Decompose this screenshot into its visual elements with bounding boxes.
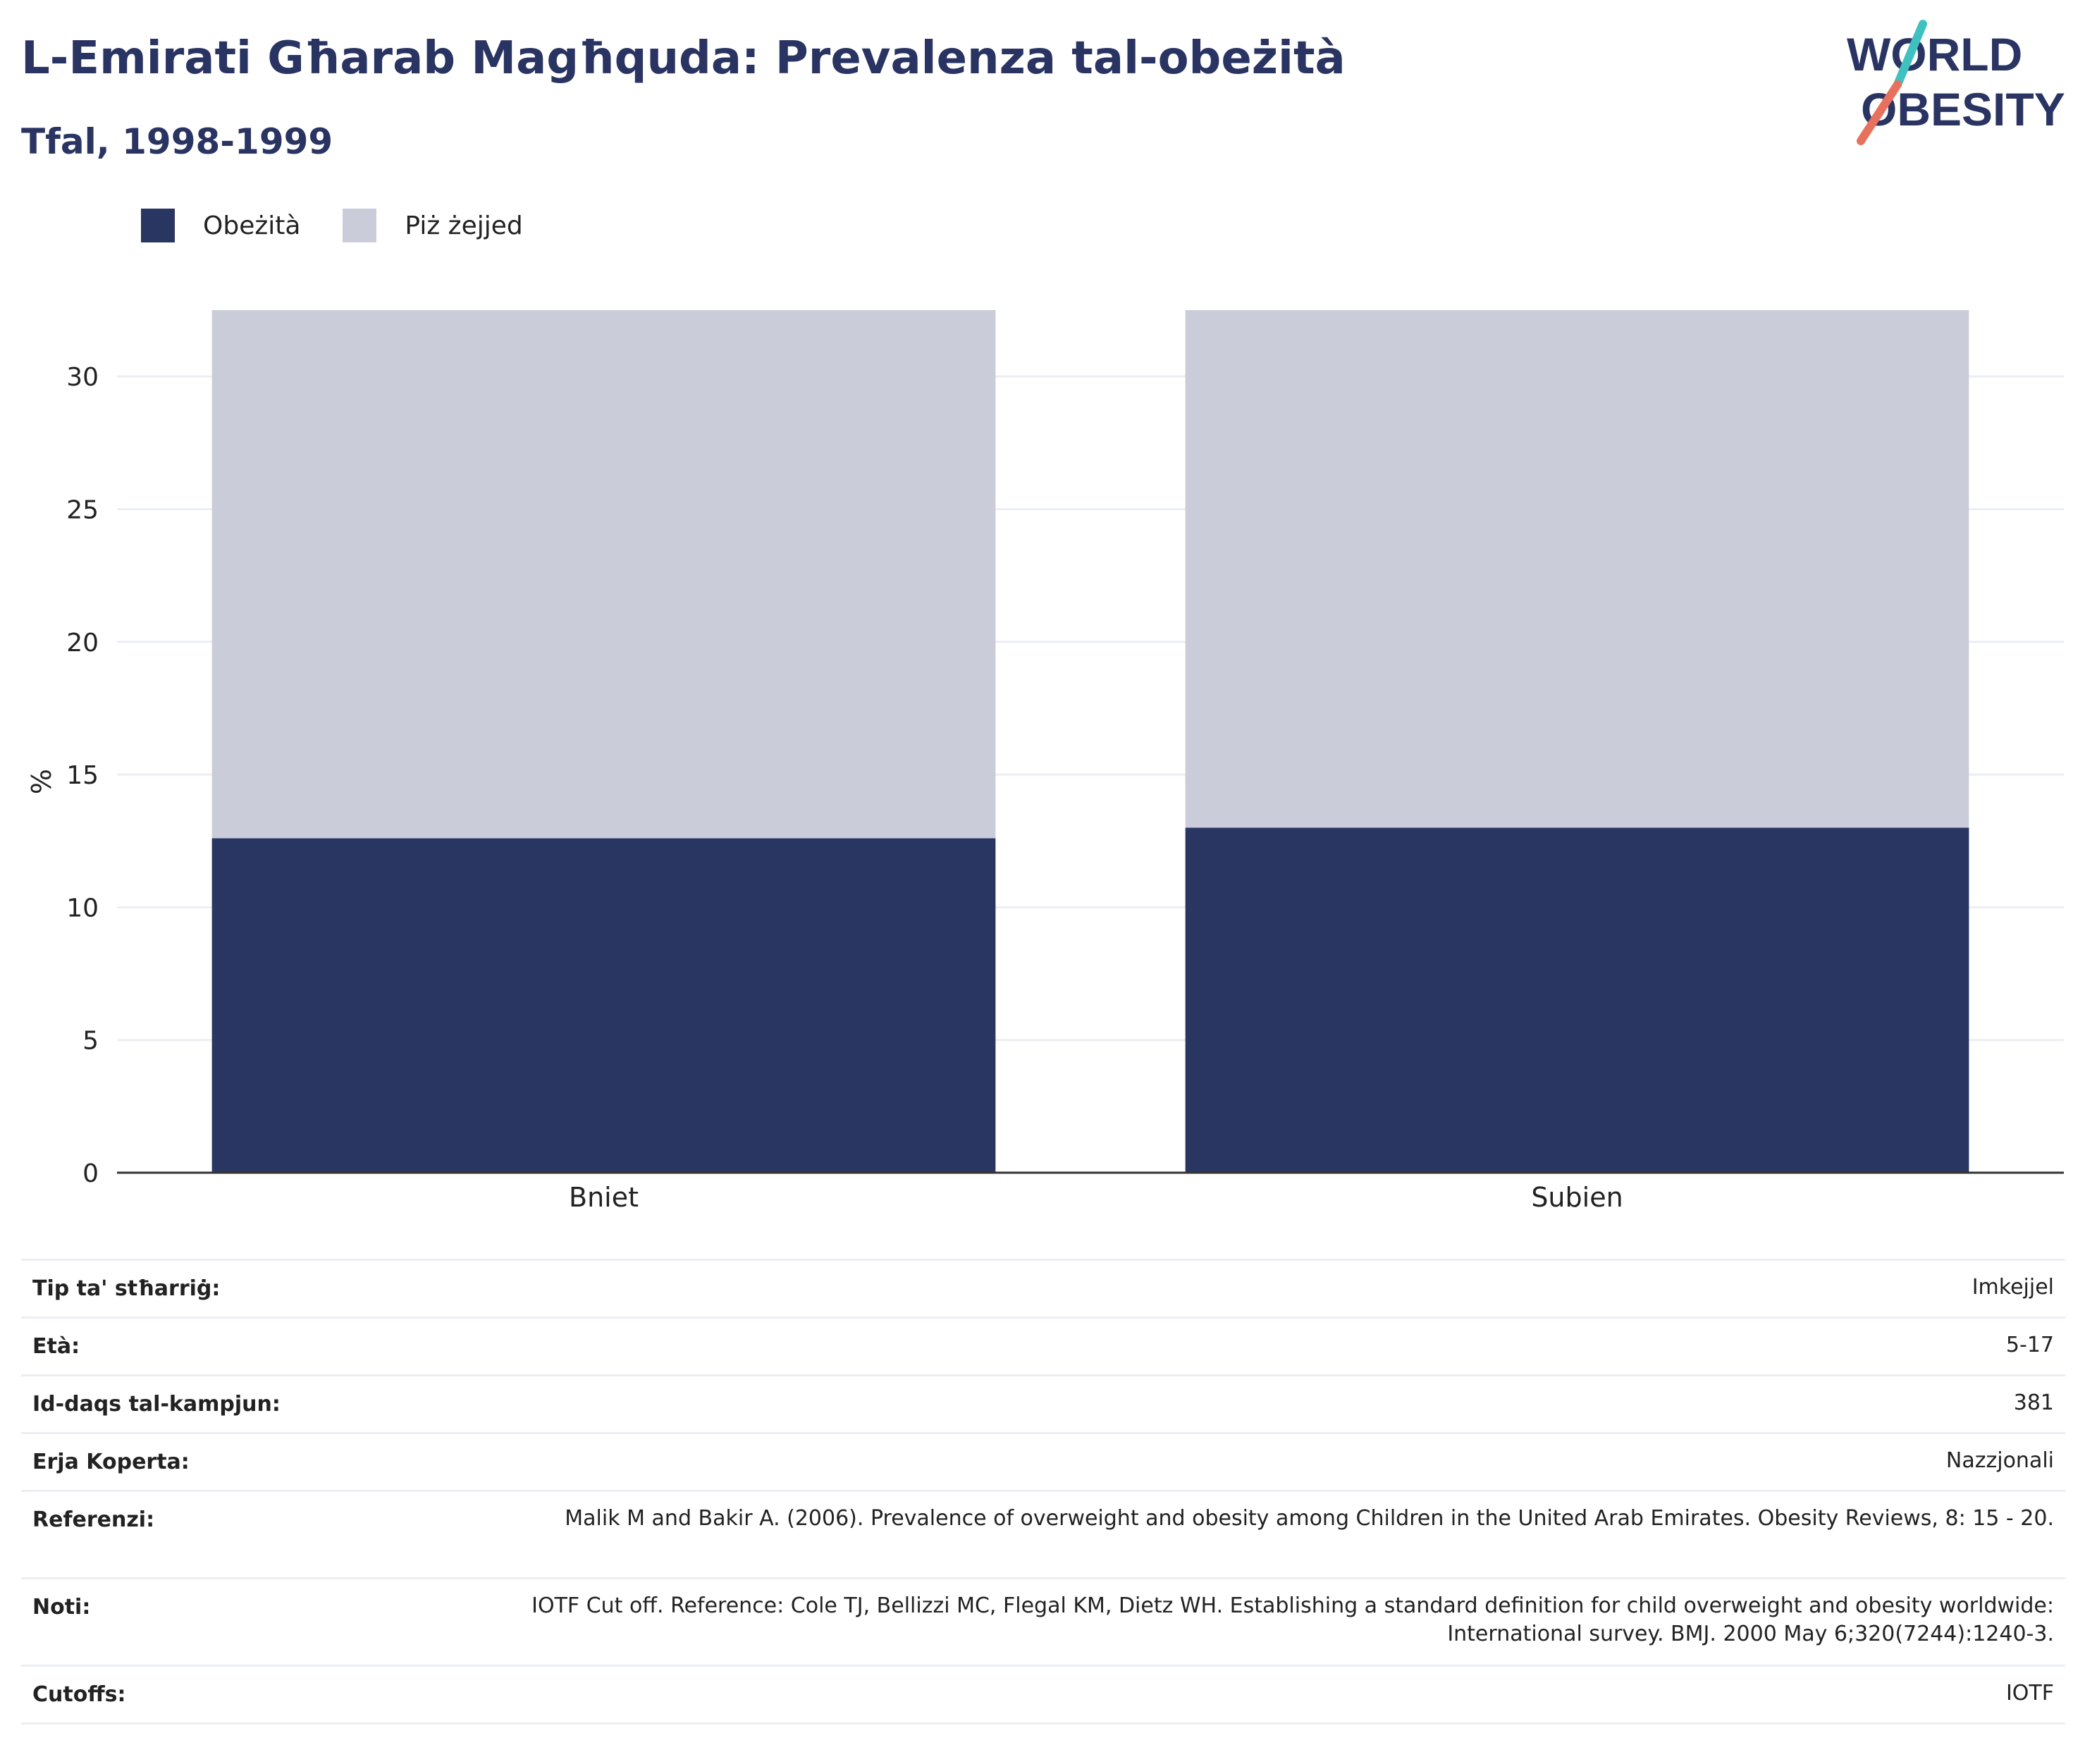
details-row: Tip ta' stħarriġ: Imkejjel (21, 1259, 2065, 1318)
y-tick-label: 5 (82, 1027, 99, 1056)
details-row: Età: 5-17 (21, 1316, 2065, 1376)
details-key: Id-daqs tal-kampjun: (21, 1374, 467, 1433)
details-key: Cutoffs: (21, 1665, 467, 1725)
bar-overweight-1 (1185, 310, 1969, 828)
details-key: Tip ta' stħarriġ: (21, 1259, 467, 1318)
bar-obesity-0 (211, 838, 996, 1173)
y-tick-label: 0 (82, 1159, 99, 1188)
world-obesity-logo: WORLD OBESITY (1847, 20, 2065, 145)
stacked-bar-chart: 0 5 10 15 20 25 30% Bniet Subien (26, 310, 2064, 1213)
details-key: Età: (21, 1316, 467, 1376)
legend-swatch-overweight (343, 209, 377, 242)
details-row: Id-daqs tal-kampjun: 381 (21, 1374, 2065, 1433)
details-value: Imkejjel (467, 1259, 2065, 1318)
y-tick-label: 15 (66, 761, 99, 790)
legend-swatch-obesity (141, 209, 175, 242)
y-axis-label: % (26, 769, 57, 794)
bar-obesity-1 (1185, 827, 1969, 1173)
details-value: 5-17 (467, 1316, 2065, 1376)
logo-slash-coral (1857, 80, 1902, 145)
survey-details-table: Tip ta' stħarriġ: Imkejjel Età: 5-17 Id-daqs… (21, 1259, 2065, 1725)
details-row: Referenzi: Malik M and Bakir A. (2006). P… (21, 1490, 2065, 1579)
details-value: Nazzjonali (467, 1432, 2065, 1491)
details-key: Noti: (21, 1577, 467, 1666)
y-tick-label: 30 (66, 363, 99, 392)
x-tick-label: Bniet (569, 1182, 639, 1213)
logo-slash-teal (1893, 20, 1927, 89)
details-value: IOTF Cut off. Reference: Cole TJ, Belliz… (467, 1577, 2065, 1666)
details-value: 381 (467, 1374, 2065, 1433)
chart-legend: Obeżità Piż żejjed (141, 209, 565, 242)
logo-line1: WORLD (1847, 28, 2022, 80)
legend-item-overweight: Piż żejjed (343, 209, 523, 242)
legend-label-overweight: Piż żejjed (405, 211, 523, 240)
page-subtitle: Tfal, 1998-1999 (21, 121, 333, 162)
details-key: Referenzi: (21, 1490, 467, 1579)
details-value: Malik M and Bakir A. (2006). Prevalence … (467, 1490, 2065, 1579)
details-row: Erja Koperta: Nazzjonali (21, 1432, 2065, 1491)
legend-label-obesity: Obeżità (203, 211, 301, 240)
details-row: Cutoffs: IOTF (21, 1665, 2065, 1725)
y-tick-label: 25 (66, 495, 99, 524)
x-tick-label: Subien (1531, 1182, 1623, 1213)
y-tick-label: 20 (66, 629, 99, 658)
details-row: Noti: IOTF Cut off. Reference: Cole TJ, B… (21, 1577, 2065, 1666)
legend-item-obesity: Obeżità (141, 209, 300, 242)
bar-overweight-0 (211, 310, 996, 839)
y-tick-label: 10 (66, 894, 99, 923)
details-value: IOTF (467, 1665, 2065, 1725)
details-key: Erja Koperta: (21, 1432, 467, 1491)
page-title: L-Emirati Għarab Magħquda: Prevalenza ta… (21, 32, 1346, 85)
